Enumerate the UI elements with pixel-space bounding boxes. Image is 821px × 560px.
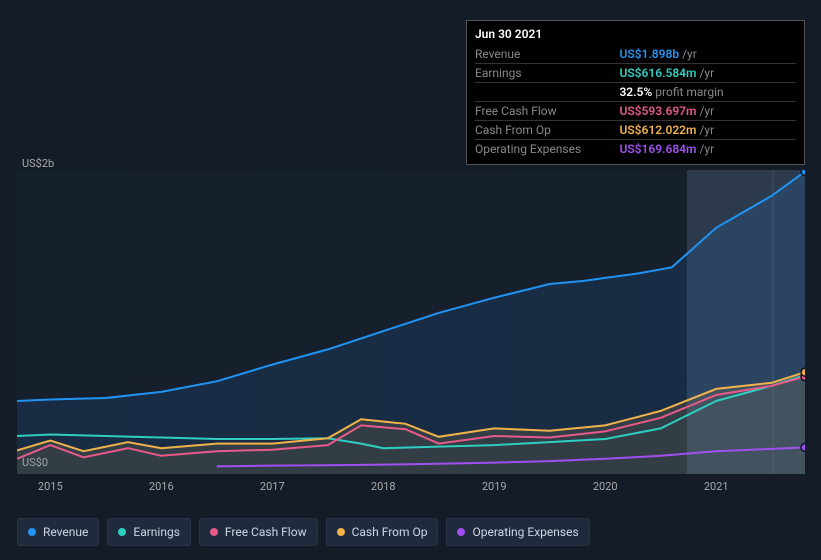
tooltip-panel: Jun 30 2021 RevenueUS$1.898b/yrEarningsU… bbox=[466, 20, 805, 165]
legend-dot-icon bbox=[118, 528, 126, 536]
x-axis-label: 2016 bbox=[149, 480, 174, 493]
legend-label: Cash From Op bbox=[352, 525, 428, 539]
legend-dot-icon bbox=[210, 528, 218, 536]
legend-item[interactable]: Revenue bbox=[17, 518, 99, 546]
tooltip-table: RevenueUS$1.898b/yrEarningsUS$616.584m/y… bbox=[475, 45, 796, 158]
x-axis-label: 2018 bbox=[371, 480, 396, 493]
series-end-marker bbox=[801, 170, 805, 176]
series-end-marker bbox=[801, 443, 805, 451]
x-axis-label: 2021 bbox=[704, 480, 729, 493]
legend-item[interactable]: Earnings bbox=[107, 518, 191, 546]
plot-area[interactable] bbox=[17, 170, 805, 474]
y-axis-label-top: US$2b bbox=[22, 157, 54, 170]
legend-label: Operating Expenses bbox=[472, 525, 578, 539]
tooltip-row-label: Free Cash Flow bbox=[475, 102, 619, 121]
legend-dot-icon bbox=[457, 528, 465, 536]
legend-item[interactable]: Free Cash Flow bbox=[199, 518, 318, 546]
x-axis-label: 2015 bbox=[38, 480, 63, 493]
legend-item[interactable]: Operating Expenses bbox=[446, 518, 589, 546]
chart-container: Jun 30 2021 RevenueUS$1.898b/yrEarningsU… bbox=[0, 0, 821, 560]
tooltip-row-value: US$169.684m/yr bbox=[619, 140, 796, 159]
legend-label: Free Cash Flow bbox=[225, 525, 307, 539]
x-axis: 2015 2016 2017 2018 2019 2020 2021 bbox=[17, 480, 805, 500]
tooltip-row-value: US$1.898b/yr bbox=[619, 45, 796, 64]
legend: Revenue Earnings Free Cash Flow Cash From O… bbox=[17, 518, 590, 546]
legend-item[interactable]: Cash From Op bbox=[326, 518, 439, 546]
tooltip-row-label: Operating Expenses bbox=[475, 140, 619, 159]
x-axis-label: 2017 bbox=[260, 480, 285, 493]
x-axis-label: 2020 bbox=[593, 480, 618, 493]
tooltip-row-value: US$593.697m/yr bbox=[619, 102, 796, 121]
x-axis-label: 2019 bbox=[482, 480, 507, 493]
legend-label: Revenue bbox=[43, 525, 88, 539]
legend-dot-icon bbox=[337, 528, 345, 536]
tooltip-row-label bbox=[475, 83, 619, 102]
legend-dot-icon bbox=[28, 528, 36, 536]
tooltip-row-label: Earnings bbox=[475, 64, 619, 83]
tooltip-row-value: US$616.584m/yr bbox=[619, 64, 796, 83]
chart-svg bbox=[17, 170, 805, 474]
tooltip-row-value: US$612.022m/yr bbox=[619, 121, 796, 140]
tooltip-row-value: 32.5%profit margin bbox=[619, 83, 796, 102]
tooltip-date: Jun 30 2021 bbox=[475, 27, 796, 41]
tooltip-row-label: Cash From Op bbox=[475, 121, 619, 140]
series-end-marker bbox=[801, 368, 805, 376]
tooltip-row-label: Revenue bbox=[475, 45, 619, 64]
legend-label: Earnings bbox=[133, 525, 180, 539]
